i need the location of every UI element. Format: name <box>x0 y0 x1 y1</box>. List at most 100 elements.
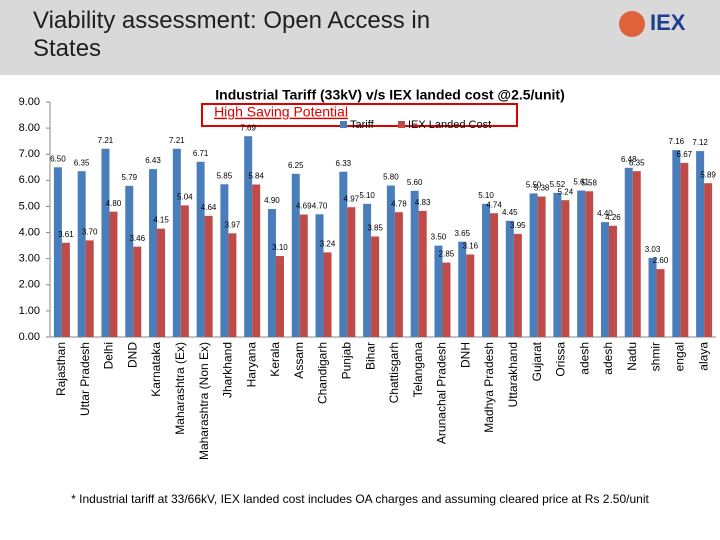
x-tick-label: Jharkhand <box>221 342 235 398</box>
bar <box>696 151 705 337</box>
value-label: 6.35 <box>74 158 90 167</box>
bar <box>149 169 158 337</box>
bar <box>180 205 189 337</box>
x-tick-label: Maharashtra (Ex) <box>173 342 187 435</box>
x-tick-label: Nadu <box>625 342 639 371</box>
bar <box>275 256 284 337</box>
value-label: 6.71 <box>193 149 209 158</box>
y-tick-label: 4.00 <box>19 226 40 238</box>
bar <box>61 242 70 337</box>
x-tick-label: Telangana <box>411 342 425 398</box>
legend-label: Tariff <box>350 119 375 131</box>
value-label: 2.60 <box>653 256 669 265</box>
x-tick-label: shmir <box>649 342 663 371</box>
bar <box>608 225 617 337</box>
bar <box>394 212 403 337</box>
x-tick-label: Delhi <box>102 342 116 369</box>
bar <box>157 228 166 337</box>
bar <box>53 167 62 337</box>
value-label: 5.60 <box>407 178 423 187</box>
value-label: 3.03 <box>645 245 661 254</box>
bar <box>577 190 586 337</box>
header-band <box>0 0 720 75</box>
value-label: 6.35 <box>629 158 645 167</box>
y-tick-label: 3.00 <box>19 253 40 265</box>
bar <box>600 222 609 337</box>
bar <box>228 233 237 337</box>
bar <box>101 148 110 337</box>
bar <box>323 252 332 337</box>
value-label: 4.15 <box>153 216 169 225</box>
bar <box>418 210 427 337</box>
value-label: 5.58 <box>581 178 597 187</box>
value-label: 5.52 <box>550 180 566 189</box>
value-label: 7.12 <box>692 138 708 147</box>
value-label: 4.83 <box>415 198 431 207</box>
slide-title-line: States <box>33 35 101 62</box>
value-label: 3.50 <box>431 233 447 242</box>
value-label: 3.97 <box>225 220 241 229</box>
bar <box>85 240 94 337</box>
bar <box>386 185 395 337</box>
bar <box>680 162 689 337</box>
bar <box>244 136 253 337</box>
bar <box>672 150 681 337</box>
value-label: 5.24 <box>558 187 574 196</box>
annotation: High Saving Potential <box>214 104 348 120</box>
legend-swatch <box>398 121 405 128</box>
bar <box>109 211 118 337</box>
x-tick-label: Uttarakhand <box>506 342 520 407</box>
bar <box>624 167 633 337</box>
value-label: 4.70 <box>312 201 328 210</box>
bar <box>220 184 229 337</box>
bar <box>77 171 86 337</box>
x-tick-label: Maharashtra (Non Ex) <box>197 342 211 460</box>
bar <box>442 262 451 337</box>
y-tick-label: 8.00 <box>19 122 40 134</box>
value-label: 7.21 <box>169 136 185 145</box>
bar <box>315 214 324 337</box>
x-tick-label: Chattisgarh <box>387 342 401 403</box>
x-tick-label: Assam <box>292 342 306 379</box>
bar <box>513 233 522 337</box>
value-label: 4.97 <box>344 194 360 203</box>
bar <box>299 214 308 337</box>
bar <box>363 203 372 337</box>
value-label: 7.69 <box>240 123 256 132</box>
y-tick-label: 7.00 <box>19 148 40 160</box>
value-label: 4.80 <box>106 199 122 208</box>
bar <box>133 246 142 337</box>
y-tick-label: 1.00 <box>19 305 40 317</box>
bar <box>553 192 562 337</box>
value-label: 5.89 <box>700 170 716 179</box>
value-label: 5.80 <box>383 173 399 182</box>
value-label: 6.33 <box>336 159 352 168</box>
logo-icon <box>619 11 645 37</box>
bar <box>291 173 300 337</box>
value-label: 5.04 <box>177 193 193 202</box>
value-label: 5.85 <box>217 171 233 180</box>
chart-title: Industrial Tariff (33kV) v/s IEX landed … <box>215 87 564 103</box>
bar <box>505 220 514 337</box>
value-label: 4.69 <box>296 202 312 211</box>
bar <box>466 254 475 337</box>
x-tick-label: Gujarat <box>530 341 544 381</box>
value-label: 5.38 <box>534 184 550 193</box>
value-label: 3.24 <box>320 240 336 249</box>
bar <box>656 269 665 337</box>
value-label: 3.65 <box>454 229 470 238</box>
bar <box>704 183 713 337</box>
value-label: 4.74 <box>486 200 502 209</box>
value-label: 5.50 <box>526 180 542 189</box>
bar <box>490 213 499 337</box>
bar <box>482 203 491 337</box>
bar <box>458 241 467 337</box>
value-label: 5.10 <box>478 191 494 200</box>
value-label: 3.46 <box>129 234 145 243</box>
x-tick-label: adesh <box>577 342 591 375</box>
x-tick-label: Chandigarh <box>316 342 330 404</box>
bar <box>204 215 213 337</box>
bar <box>371 236 380 337</box>
x-tick-label: Bihar <box>363 342 377 370</box>
